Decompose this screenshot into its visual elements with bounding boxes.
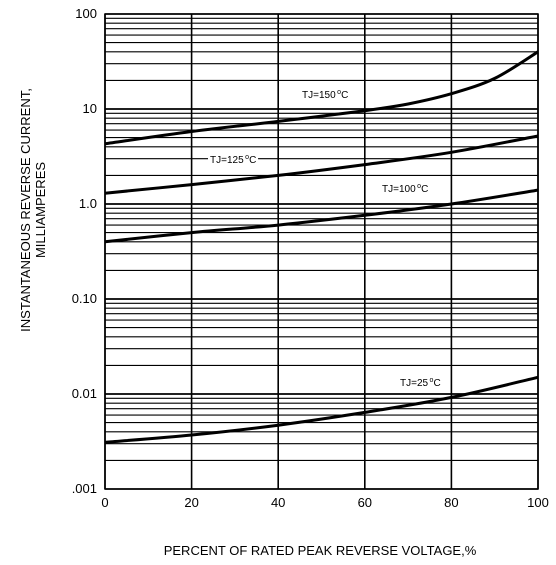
x-tick-label: 100: [527, 495, 549, 510]
degree-superscript: o: [417, 183, 421, 190]
series-label: TJ=100: [382, 184, 416, 195]
series-label-background: [300, 87, 351, 102]
degree-superscript: o: [430, 377, 434, 384]
x-tick-label: 60: [358, 495, 372, 510]
series-label-background: [208, 152, 259, 167]
series-line: [104, 188, 539, 244]
series-line: [104, 50, 539, 146]
series-label-unit: C: [421, 184, 428, 195]
series-line: [104, 375, 539, 444]
y-axis-ticks: .001 0.01 0.10 1.0 10 100: [72, 6, 97, 496]
degree-superscript: o: [245, 154, 249, 161]
y-tick-label: .001: [72, 481, 97, 496]
series-label-background: [380, 181, 431, 196]
x-tick-label: 0: [101, 495, 108, 510]
degree-superscript: o: [337, 89, 341, 96]
x-tick-label: 80: [444, 495, 458, 510]
y-tick-label: 0.10: [72, 291, 97, 306]
y-tick-label: 100: [75, 6, 97, 21]
y-axis-title-line1: INSTANTANEOUS REVERSE CURRENT,: [18, 88, 33, 332]
series-label: TJ=150: [302, 90, 336, 101]
series-label-unit: C: [434, 378, 441, 389]
curves: [104, 50, 539, 444]
curve-labels: TJ=150 o CTJ=125 o CTJ=100 o CTJ=25 o C: [208, 87, 443, 390]
series-label: TJ=25: [400, 378, 429, 389]
y-tick-label: 0.01: [72, 386, 97, 401]
y-axis-title-line2: MILLIAMPERES: [33, 162, 48, 258]
x-tick-label: 20: [184, 495, 198, 510]
series-line: [104, 134, 539, 195]
y-tick-label: 10: [83, 101, 97, 116]
x-tick-label: 40: [271, 495, 285, 510]
series-label-unit: C: [249, 155, 256, 166]
series-label-unit: C: [341, 90, 348, 101]
x-axis-title: PERCENT OF RATED PEAK REVERSE VOLTAGE,%: [164, 543, 477, 558]
series-label-background: [398, 375, 443, 390]
plot-frame: [104, 13, 539, 490]
y-tick-label: 1.0: [79, 196, 97, 211]
series-label: TJ=125: [210, 155, 244, 166]
x-axis-ticks: 0 20 40 60 80 100: [101, 495, 548, 510]
